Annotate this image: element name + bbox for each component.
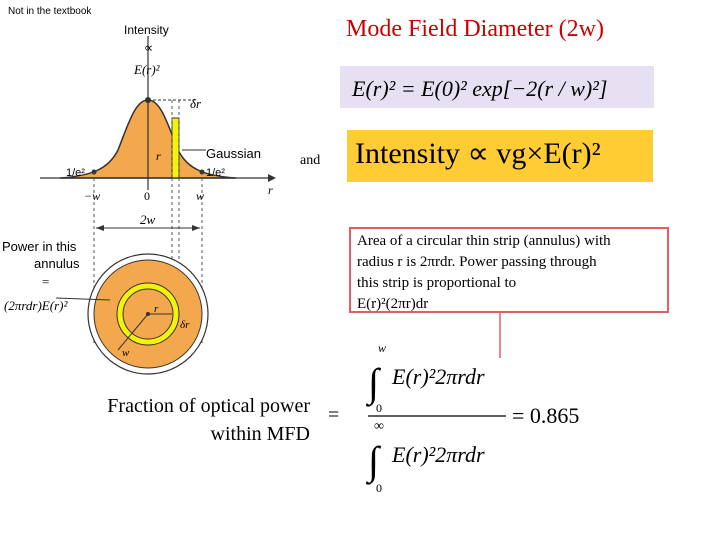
fraction-label-line1: Fraction of optical power (107, 395, 310, 417)
upper-limit-bottom: ∞ (374, 419, 384, 434)
annulus-note-line: this strip is proportional to (357, 275, 517, 291)
r-mark-label: r (156, 149, 161, 163)
ring-w-label: w (122, 347, 130, 359)
mode-field-diagram: Intensity ∝ E(r)² δr r Gaussian 1/e² 1/e… (2, 23, 276, 375)
integral-top: ∫ (365, 360, 382, 407)
two-w-label: 2w (140, 212, 156, 227)
er2-label: E(r)² (133, 62, 161, 77)
ring-r-label: r (154, 303, 159, 315)
delta-r-label: δr (190, 96, 202, 111)
annulus-note: Area of a circular thin strip (annulus) … (349, 227, 669, 313)
r-axis-arrow (268, 174, 276, 182)
thin-strip (171, 117, 180, 179)
power-label-line4: (2πrdr)E(r)² (4, 298, 68, 313)
lower-limit-bottom: 0 (376, 481, 382, 495)
power-label-line2: annulus (34, 256, 80, 271)
intensity-axis-label: Intensity (124, 23, 169, 37)
power-label-line3: = (42, 274, 49, 289)
neg-w-label: −w (84, 189, 100, 203)
fraction-label: Fraction of optical power within MFD (40, 392, 310, 448)
annulus-inner-edge (122, 288, 174, 340)
gaussian-equation: E(r)² = E(0)² exp[−2(r / w)²] (351, 76, 607, 101)
lower-limit-top: 0 (376, 401, 382, 415)
two-w-arrow-right-head (192, 225, 200, 231)
not-in-textbook-note: Not in the textbook (8, 6, 92, 17)
annulus-note-line: E(r)²(2πr)dr (357, 296, 429, 312)
gaussian-equation-box: E(r)² = E(0)² exp[−2(r / w)²] (340, 66, 654, 108)
annulus-note-line: radius r is 2πrdr. Power passing through (357, 254, 597, 270)
intensity-proportional-text: Intensity ∝ vg×E(r)² (355, 137, 601, 170)
numerator: E(r)²2πrdr (391, 364, 485, 389)
upper-limit-top: w (378, 341, 386, 355)
power-label-line1: Power in this (2, 239, 77, 254)
annulus-note-line: Area of a circular thin strip (annulus) … (357, 233, 611, 249)
two-w-arrow-left-head (96, 225, 104, 231)
fraction-result: = 0.865 (512, 403, 579, 428)
ring-dr-label: δr (180, 319, 190, 331)
fraction-label-line2: within MFD (210, 423, 310, 445)
power-pointer (55, 297, 111, 301)
equals-sign: = (328, 404, 340, 426)
intensity-proportional-box: Intensity ∝ vg×E(r)² (347, 130, 653, 182)
annulus-strip (117, 283, 179, 345)
denominator: E(r)²2πrdr (391, 442, 485, 467)
inv-e2-left-label: 1/e² (66, 167, 85, 179)
slide-title: Mode Field Diameter (2w) (346, 16, 604, 42)
fraction-equation: w ∫ 0 E(r)²2πrdr = 0.865 ∞ ∫ 0 E(r)²2πrd… (365, 341, 579, 495)
proportional-label: ∝ (144, 40, 153, 55)
annulus-outer-edge (116, 282, 180, 346)
w-label: w (196, 189, 204, 203)
r-axis-label: r (268, 183, 273, 197)
ring-w-line (117, 313, 149, 351)
zero-label: 0 (144, 189, 150, 203)
integral-bottom: ∫ (365, 438, 382, 485)
gaussian-equation-text: E(r)² = E(0)² exp[−2(r / w)²] (351, 76, 607, 101)
and-label: and (300, 153, 321, 168)
inv-e2-right-label: 1/e² (206, 167, 225, 179)
gaussian-label: Gaussian (206, 146, 261, 161)
